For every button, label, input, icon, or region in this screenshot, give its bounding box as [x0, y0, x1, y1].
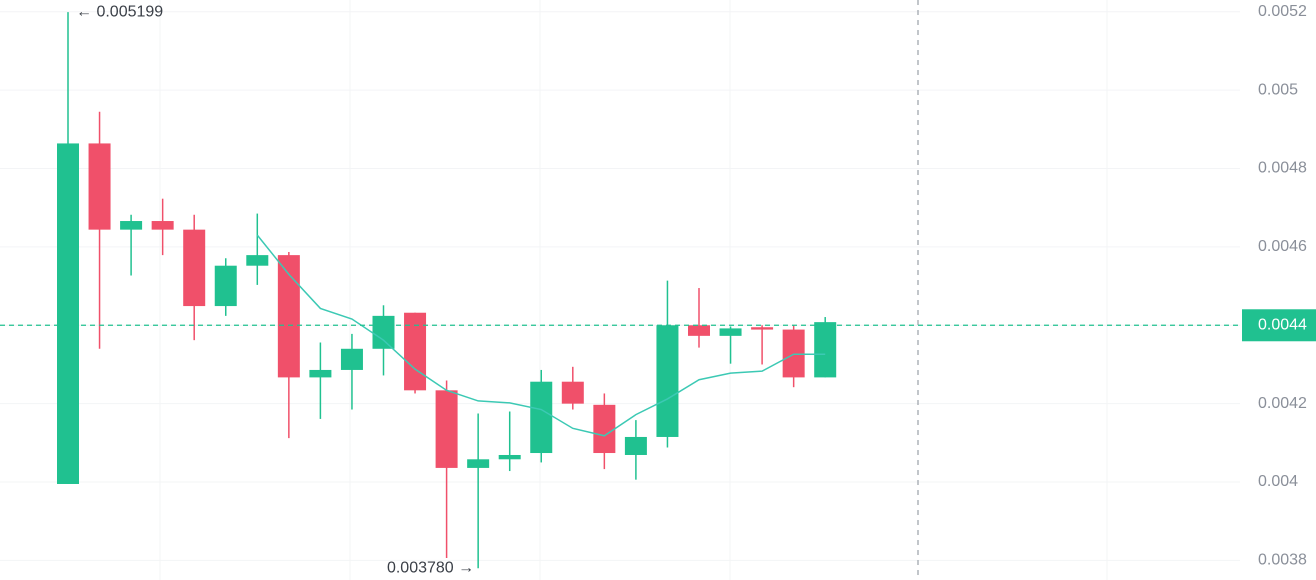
candle-body — [340, 348, 363, 370]
candle-body — [530, 381, 553, 454]
candle-body — [688, 325, 710, 336]
candle-body — [561, 381, 584, 404]
candle-body — [183, 229, 206, 307]
candle-body — [467, 459, 490, 468]
candle-body — [814, 322, 837, 378]
high-annotation: ← 0.005199 — [76, 3, 163, 20]
current-price-box — [1242, 309, 1316, 342]
y-tick-label: 0.0042 — [1258, 395, 1307, 412]
candle-body — [57, 143, 79, 484]
y-tick-label: 0.0048 — [1258, 160, 1307, 177]
y-tick-label: 0.005 — [1258, 81, 1298, 98]
candle-body — [120, 221, 143, 230]
candle-body — [88, 143, 111, 230]
candle-body — [593, 404, 616, 454]
moving-average-line — [256, 234, 826, 437]
y-tick-label: 0.0038 — [1258, 552, 1307, 569]
candle-body — [151, 221, 174, 230]
candle-body — [277, 255, 300, 378]
candle-body — [246, 255, 269, 266]
candle-body — [656, 325, 679, 437]
candle-body — [404, 312, 427, 391]
current-price-label: 0.0044 — [1258, 316, 1307, 333]
y-tick-label: 0.0046 — [1258, 238, 1307, 255]
low-annotation: 0.003780 → — [387, 559, 474, 576]
y-tick-label: 0.004 — [1258, 473, 1298, 490]
candle-body — [372, 315, 395, 349]
candle-body — [751, 327, 774, 330]
candle-body — [719, 328, 742, 336]
candle-body — [214, 265, 237, 307]
candle-body — [624, 436, 647, 455]
candle-body — [498, 454, 521, 460]
y-tick-label: 0.0052 — [1258, 3, 1307, 20]
candle-body — [435, 390, 458, 468]
candle-body — [309, 369, 332, 378]
candle-body — [782, 329, 805, 378]
